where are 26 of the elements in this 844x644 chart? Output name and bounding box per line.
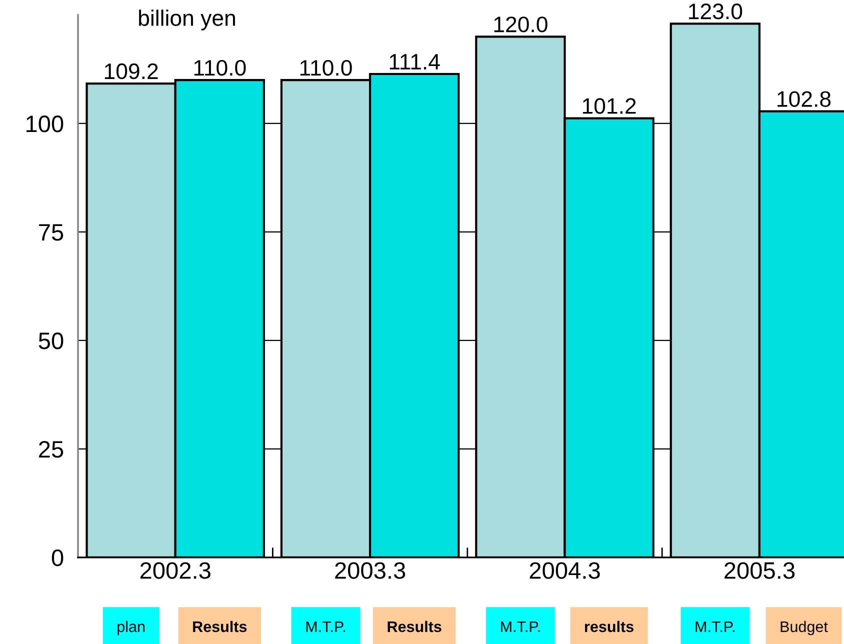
text: plan: [118, 620, 145, 636]
data-label: 102.8: [778, 91, 831, 107]
y-tick-label: 0: [52, 549, 64, 566]
data-label: 120.0: [494, 16, 548, 32]
text: Results: [193, 620, 247, 632]
text: Budget: [780, 620, 828, 636]
text: results: [585, 620, 634, 632]
y-tick-label: 25: [39, 440, 64, 458]
text: M.T.P.: [501, 621, 540, 632]
x-tick-label: 2003.3: [335, 562, 406, 579]
data-label: 110.0: [300, 60, 352, 76]
y-tick-label: 75: [39, 224, 64, 241]
text: M.T.P.: [696, 621, 734, 632]
data-label: 110.0: [194, 60, 246, 76]
x-tick-label: 2004.3: [530, 562, 600, 579]
data-label: 109.2: [104, 63, 158, 80]
y-axis-title: billion yen: [139, 10, 235, 30]
y-tick-label: 50: [38, 332, 64, 350]
x-tick-label: 2002.3: [140, 562, 210, 579]
data-label: 101.2: [582, 98, 636, 114]
text: Results: [388, 620, 442, 632]
data-label: 123.0: [689, 4, 742, 20]
data-label: 111.4: [390, 54, 440, 70]
x-tick-label: 2005.3: [724, 562, 795, 579]
text: M.T.P.: [306, 621, 346, 632]
y-tick-label: 100: [26, 116, 64, 132]
